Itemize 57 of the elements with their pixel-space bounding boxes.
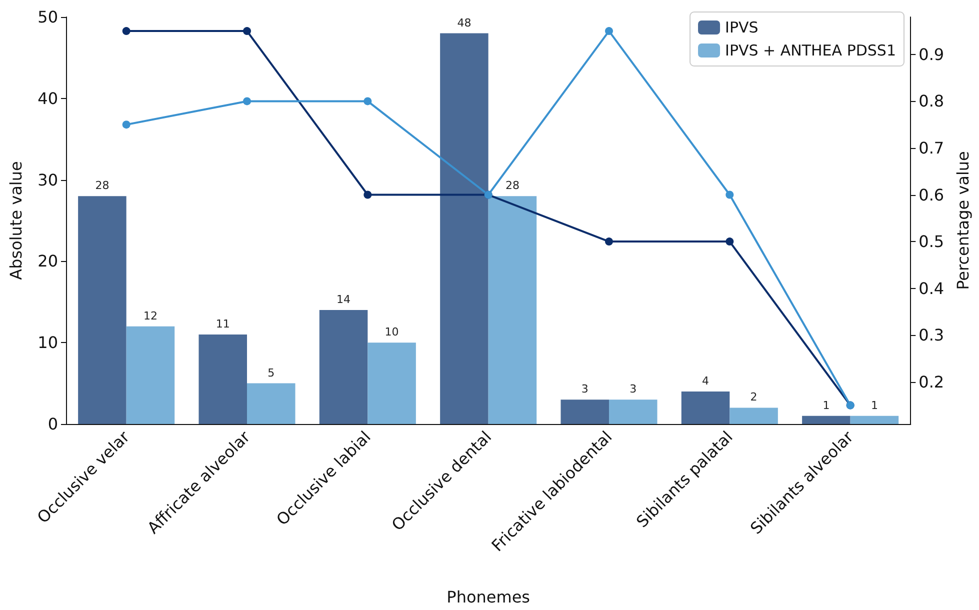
bar — [78, 196, 126, 424]
data-label: 5 — [268, 366, 275, 380]
point — [243, 27, 251, 36]
y2-tick-label: 0.4 — [918, 278, 944, 298]
data-label: 28 — [505, 179, 520, 192]
data-label: 3 — [581, 382, 588, 396]
y2-tick-label: 0.7 — [918, 138, 944, 158]
point — [605, 238, 613, 246]
point — [364, 97, 372, 106]
data-label: 28 — [95, 179, 110, 192]
point — [122, 120, 130, 129]
y-tick-label: 50 — [38, 8, 58, 26]
y2-tick-label: 0.2 — [918, 372, 944, 392]
data-label: 48 — [457, 16, 472, 30]
y-axis-title: Absolute value — [6, 161, 26, 280]
data-label: 11 — [216, 317, 230, 330]
bar — [246, 383, 296, 424]
y2-tick-label: 0.5 — [918, 232, 944, 252]
point — [243, 97, 251, 106]
data-label: 10 — [384, 326, 399, 339]
bar — [560, 400, 609, 424]
bar — [440, 33, 488, 424]
data-label: 4 — [702, 374, 710, 388]
x-axis-title: Phonemes — [446, 588, 530, 606]
y2-tick-label: 0.9 — [918, 44, 944, 64]
data-label: 3 — [630, 382, 637, 396]
data-label: 14 — [336, 293, 351, 306]
bar — [319, 310, 368, 424]
y-tick-label: 20 — [38, 252, 58, 271]
point — [605, 27, 613, 36]
y-tick-label: 10 — [38, 333, 58, 352]
y-tick-label: 30 — [38, 170, 58, 190]
y2-tick-label: 0.3 — [918, 326, 944, 345]
point — [726, 190, 734, 199]
bar — [681, 391, 730, 424]
y2-tick-label: 0.8 — [918, 92, 944, 111]
y-tick-label: 0 — [48, 414, 58, 434]
point — [726, 238, 734, 246]
bar — [730, 408, 778, 424]
bar — [126, 326, 175, 424]
data-label: 12 — [143, 309, 158, 322]
y2-tick-label: 0.6 — [918, 185, 944, 204]
data-label: 1 — [822, 398, 830, 412]
point — [122, 27, 130, 36]
bar — [850, 416, 899, 424]
y-tick-label: 40 — [38, 88, 58, 108]
point — [364, 190, 372, 199]
bar — [488, 196, 537, 424]
bar — [198, 334, 247, 424]
bar — [368, 342, 416, 424]
data-label: 1 — [870, 398, 878, 412]
bar — [608, 400, 658, 424]
data-label: 2 — [750, 390, 758, 404]
legend-label: IPVS — [725, 18, 758, 36]
bar — [802, 416, 850, 424]
y2-axis-title: Percentage value — [954, 151, 972, 290]
legend-label: IPVS + ANTHEA PDSS1 — [725, 42, 896, 60]
